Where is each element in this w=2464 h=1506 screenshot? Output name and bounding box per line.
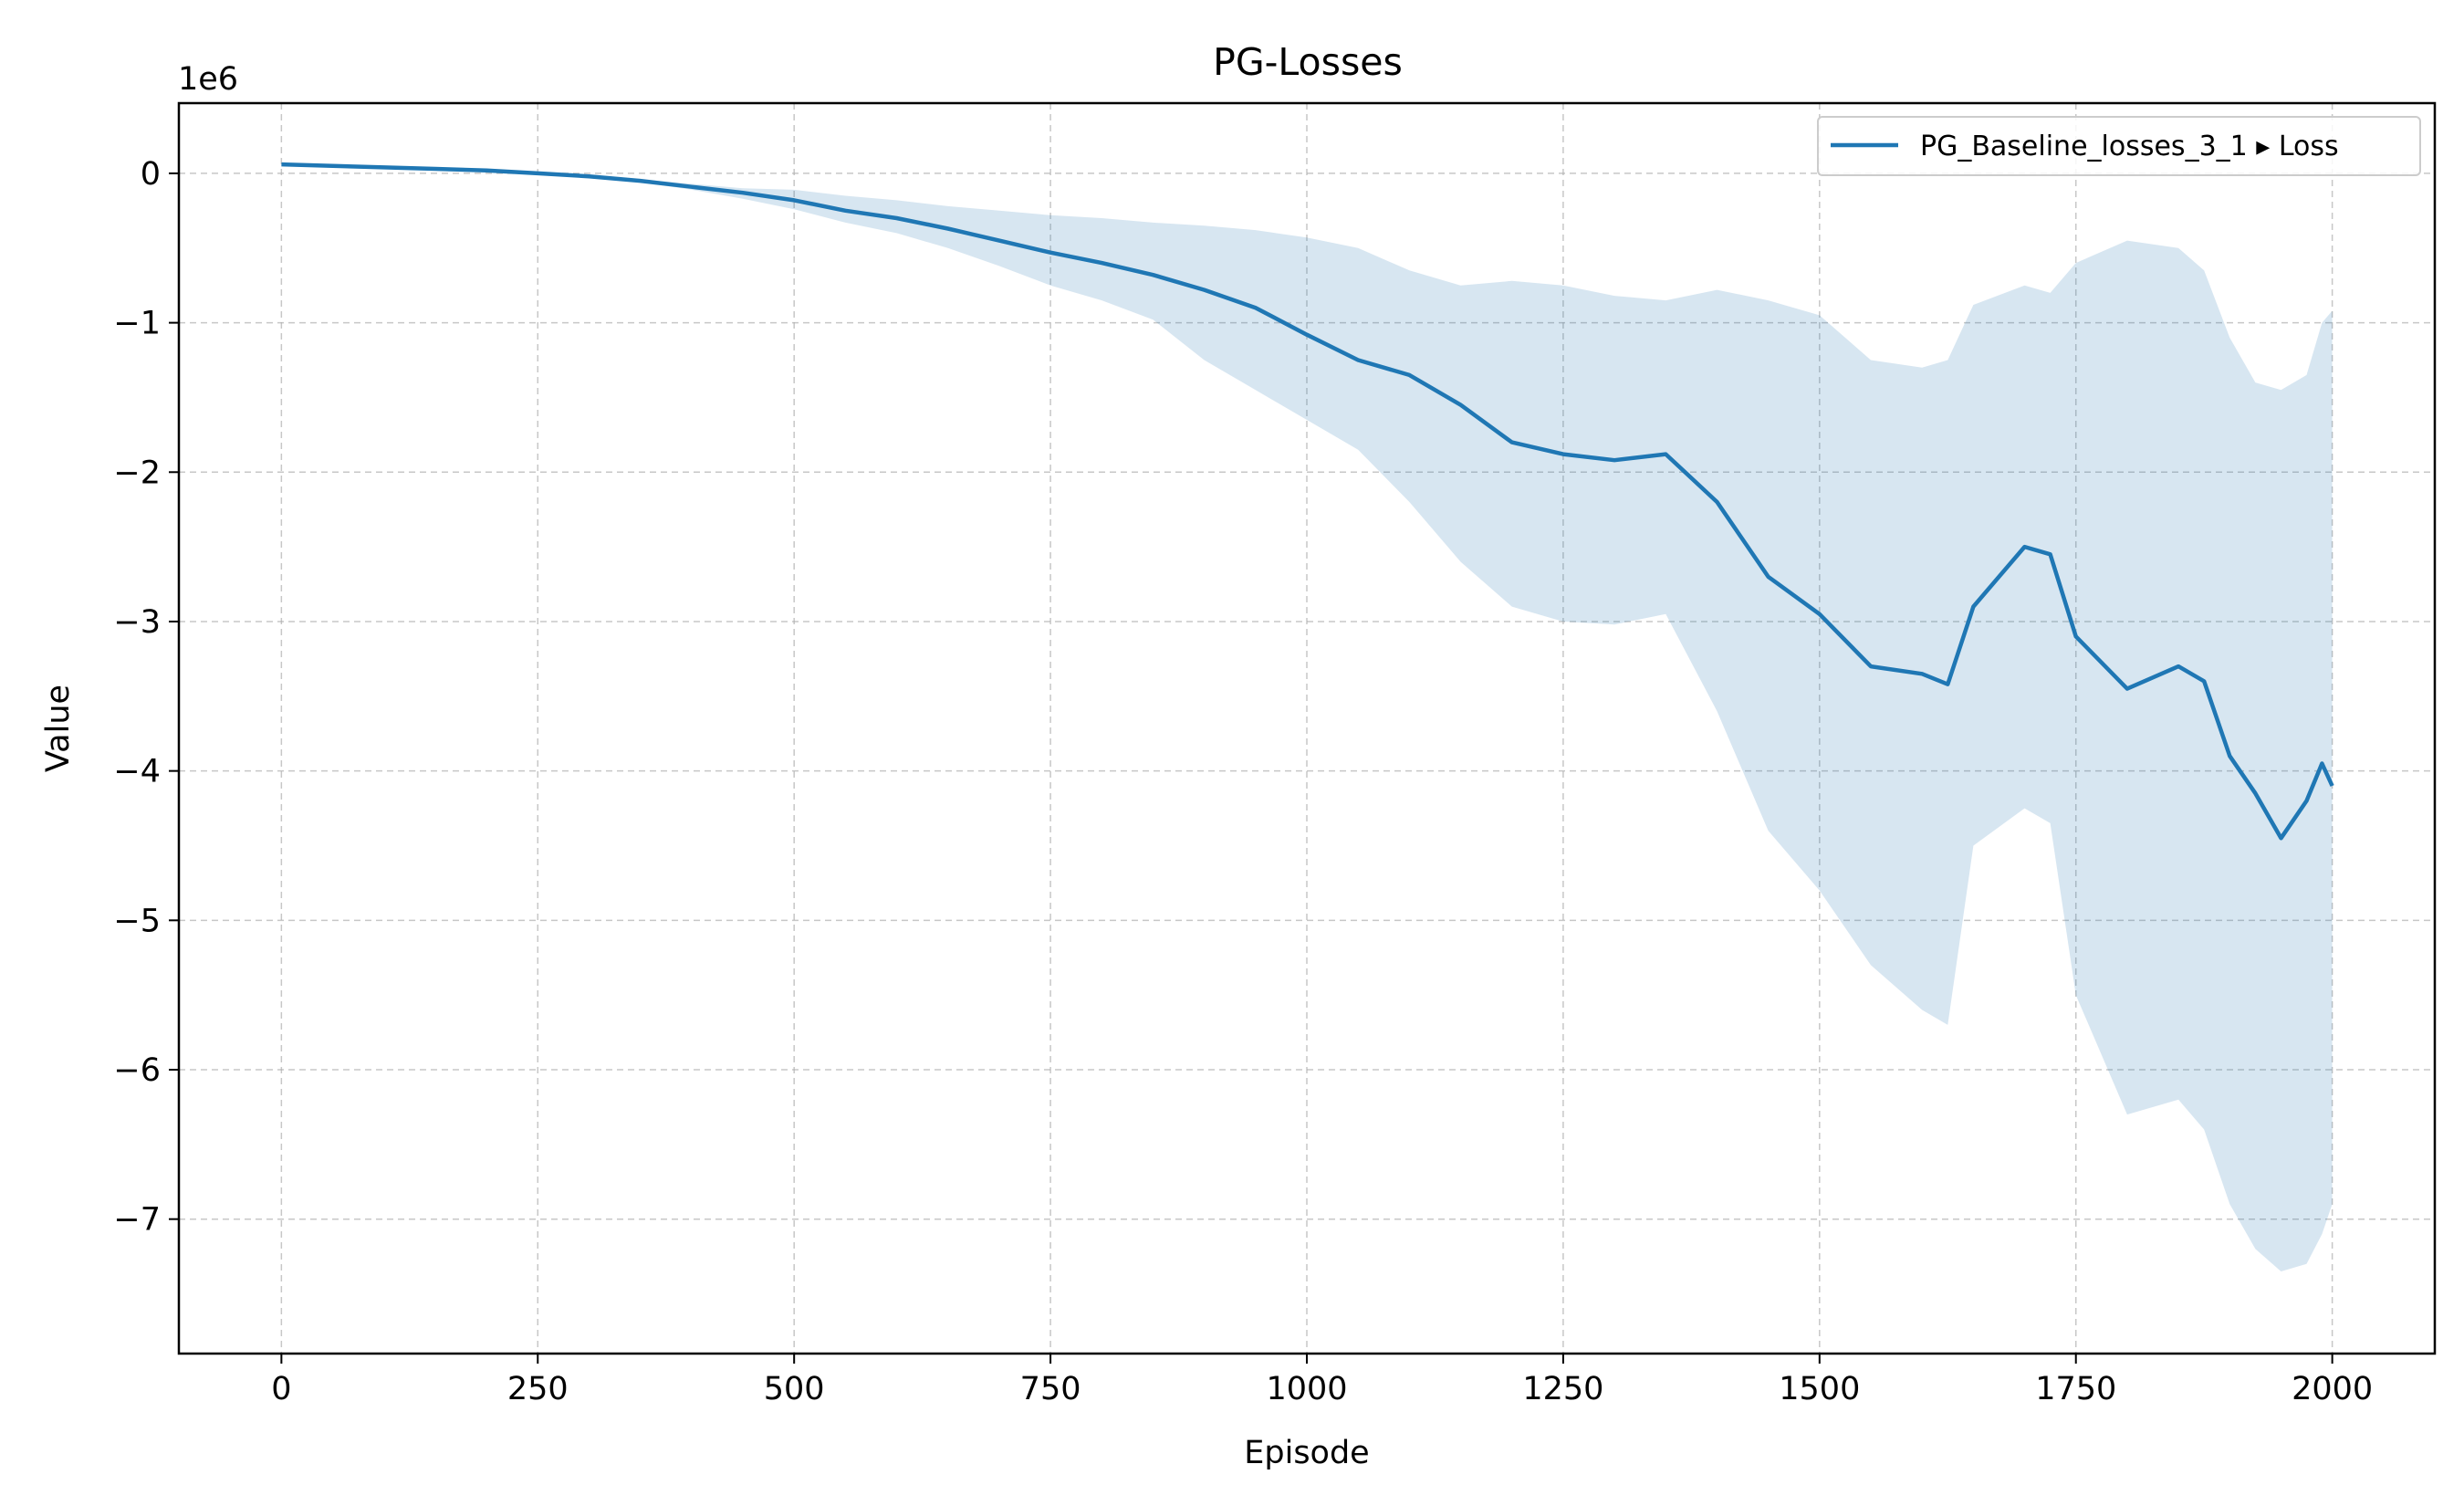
x-tick-label: 250 [507,1371,569,1407]
y-tick-label: −1 [113,306,161,342]
x-tick-label: 1000 [1266,1371,1347,1407]
y-tick-label: −2 [113,455,161,491]
x-tick-label: 1250 [1522,1371,1603,1407]
grid [179,103,2435,1354]
y-axis: 0 −1 −2 −3 −4 −5 −6 −7 [113,156,179,1239]
legend-box [1817,116,2421,176]
x-tick-label: 0 [271,1371,291,1407]
y-tick-label: −6 [113,1052,161,1089]
y-tick-label: −7 [113,1202,161,1239]
x-axis: 0 250 500 750 1000 1250 1500 1750 2000 [271,1354,2373,1407]
legend: PG_Baseline_losses_3_1 ▸ Loss [1817,116,2421,176]
x-tick-label: 750 [1020,1371,1081,1407]
y-tick-label: −4 [113,754,161,790]
x-tick-label: 2000 [2292,1371,2373,1407]
series-band [281,164,2333,1272]
y-tick-label: −5 [113,903,161,939]
x-tick-label: 1500 [1779,1371,1860,1407]
series-line [281,162,2334,841]
x-axis-label: Episode [1244,1435,1369,1471]
y-axis-label: Value [40,685,77,772]
chart-title: PG-Losses [1213,40,1403,84]
y-tick-label: −3 [113,604,161,641]
legend-entry: PG_Baseline_losses_3_1 ▸ Loss [1920,131,2339,162]
y-offset-label: 1e6 [178,61,238,98]
x-tick-label: 1750 [2035,1371,2116,1407]
x-tick-label: 500 [764,1371,825,1407]
y-tick-label: 0 [141,156,161,193]
